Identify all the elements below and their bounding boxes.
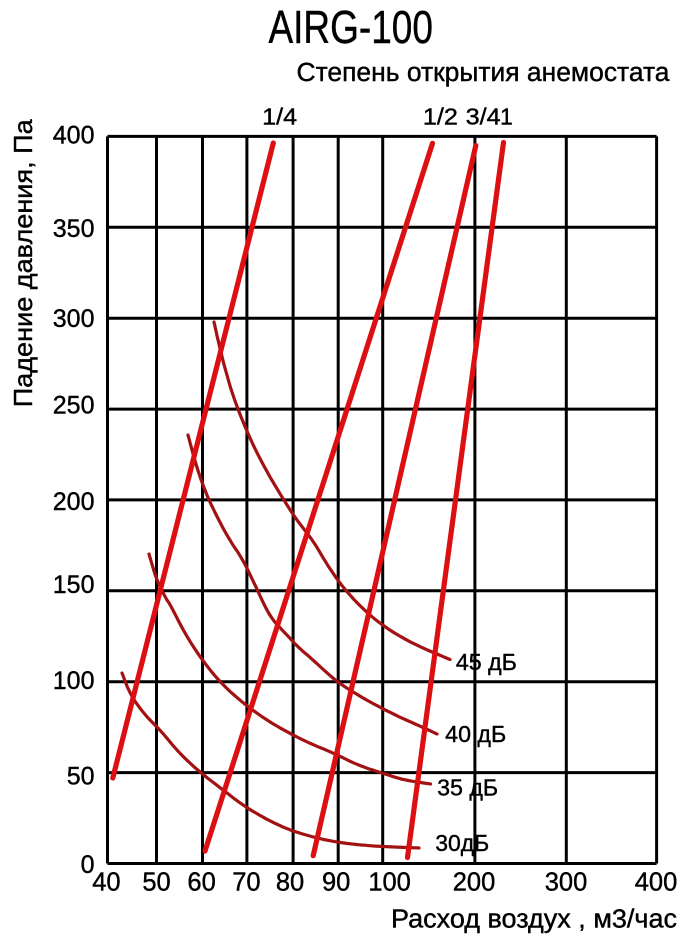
svg-text:250: 250 bbox=[53, 392, 95, 420]
svg-text:1: 1 bbox=[500, 103, 513, 129]
svg-text:1/4: 1/4 bbox=[262, 103, 297, 129]
svg-text:150: 150 bbox=[53, 571, 95, 599]
svg-text:100: 100 bbox=[368, 869, 411, 897]
svg-text:Расход воздух , м3/час: Расход воздух , м3/час bbox=[391, 905, 677, 933]
svg-text:300: 300 bbox=[545, 869, 588, 897]
svg-text:300: 300 bbox=[53, 305, 95, 333]
svg-text:AIRG-100: AIRG-100 bbox=[268, 1, 433, 53]
svg-text:0: 0 bbox=[81, 851, 95, 879]
svg-text:35 дБ: 35 дБ bbox=[437, 774, 498, 800]
svg-text:45 дБ: 45 дБ bbox=[456, 649, 517, 675]
svg-text:3/4: 3/4 bbox=[466, 103, 501, 129]
svg-text:60: 60 bbox=[187, 869, 215, 897]
svg-text:400: 400 bbox=[635, 869, 678, 897]
svg-text:90: 90 bbox=[322, 869, 350, 897]
svg-text:350: 350 bbox=[53, 215, 95, 243]
svg-text:40 дБ: 40 дБ bbox=[445, 721, 506, 747]
svg-text:40: 40 bbox=[92, 869, 120, 897]
svg-text:50: 50 bbox=[142, 869, 170, 897]
svg-text:Падение давления, Па: Падение давления, Па bbox=[8, 119, 38, 408]
svg-text:400: 400 bbox=[53, 122, 95, 150]
svg-text:1/2: 1/2 bbox=[423, 103, 458, 129]
svg-text:200: 200 bbox=[453, 869, 496, 897]
svg-text:80: 80 bbox=[276, 869, 304, 897]
svg-text:Степень открытия анемостата: Степень открытия анемостата bbox=[297, 59, 671, 87]
svg-text:200: 200 bbox=[53, 488, 95, 516]
svg-text:30дБ: 30дБ bbox=[435, 830, 489, 856]
svg-text:50: 50 bbox=[67, 762, 95, 790]
svg-text:100: 100 bbox=[53, 667, 95, 695]
svg-text:70: 70 bbox=[232, 869, 260, 897]
